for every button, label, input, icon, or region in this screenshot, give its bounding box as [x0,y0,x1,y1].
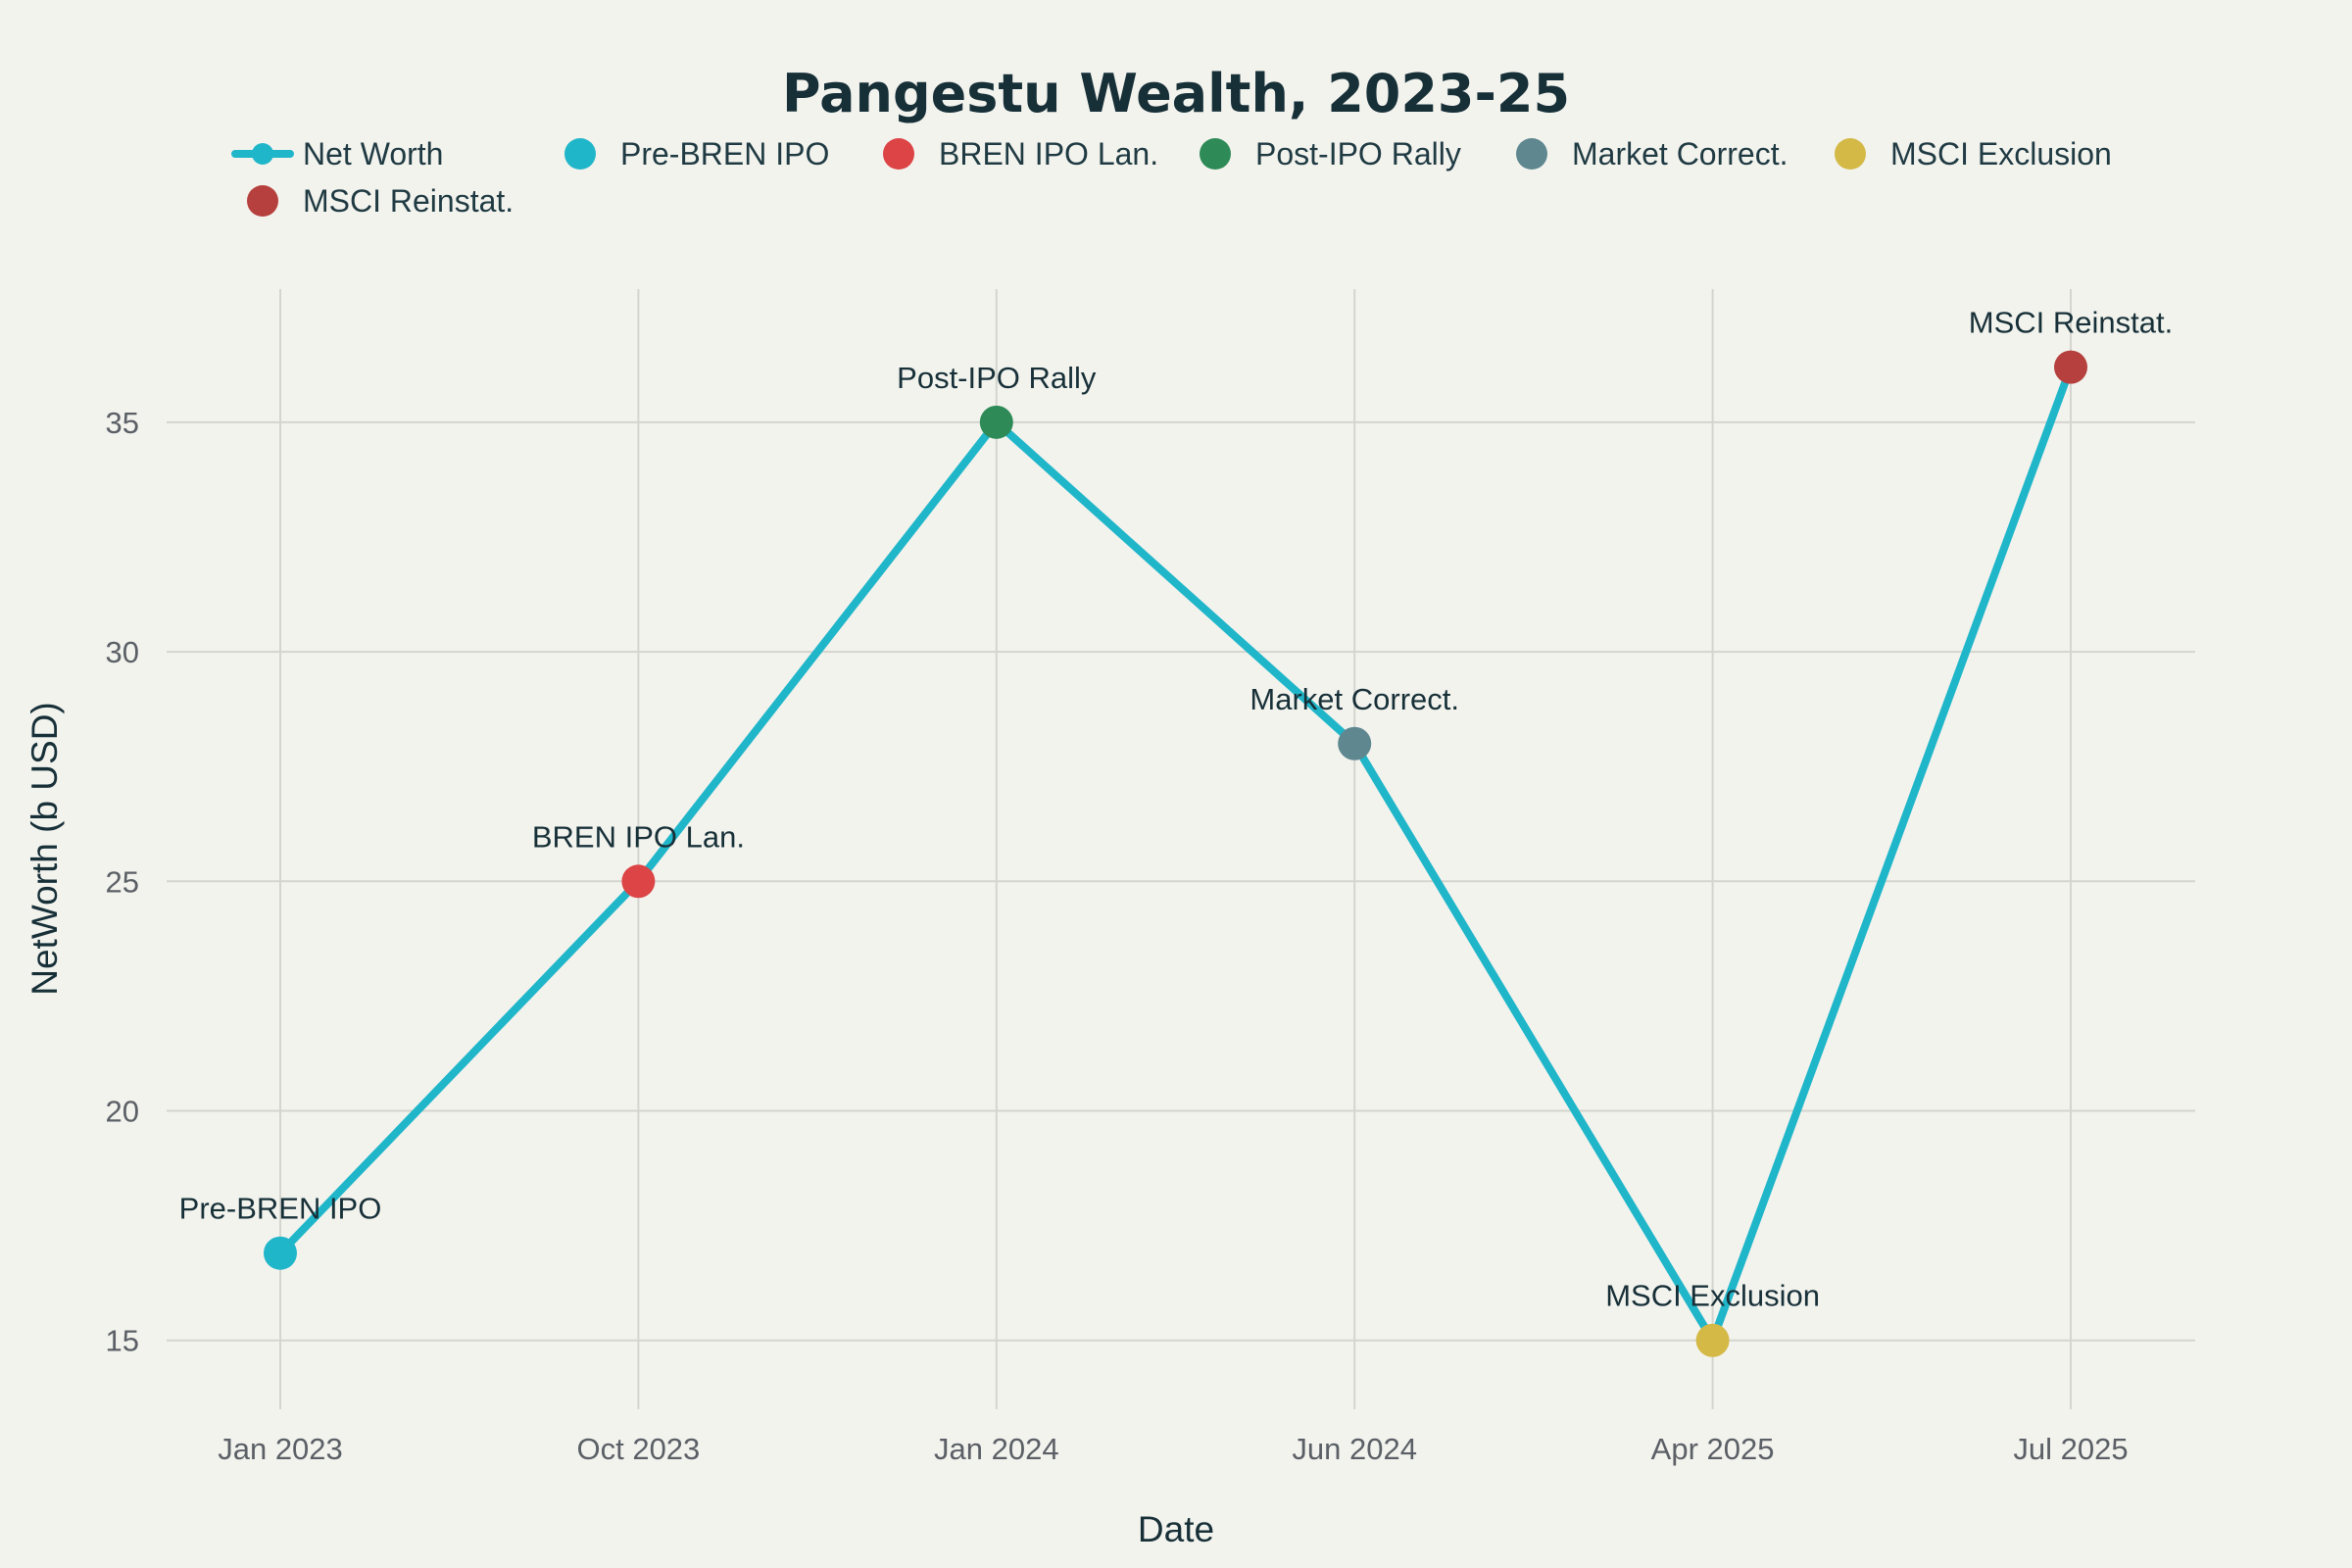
x-tick-label: Jan 2024 [934,1432,1059,1466]
legend-label: Net Worth [303,136,443,172]
x-tick-label: Jul 2025 [2013,1432,2128,1466]
legend-item: MSCI Reinstat. [247,183,514,219]
event-marker [264,1236,297,1270]
point-label: Pre-BREN IPO [179,1192,382,1226]
y-axis-title: NetWorth (b USD) [24,702,65,996]
legend-item: Post-IPO Rally [1200,136,1461,172]
point-label: Post-IPO Rally [897,361,1097,395]
y-tick-label: 15 [106,1324,139,1358]
legend-label: Post-IPO Rally [1255,136,1461,172]
event-marker [1695,1323,1730,1357]
y-tick-label: 25 [106,864,139,899]
legend-item: Pre-BREN IPO [564,136,829,172]
series-line-group [276,363,2075,1349]
point-labels: Pre-BREN IPO BREN IPO Lan. Post-IPO Rally M… [179,306,2174,1313]
legend-item: Market Correct. [1516,136,1788,172]
legend-dot-marker [1200,138,1231,170]
x-tick-label: Jun 2024 [1292,1432,1417,1466]
legend-item: MSCI Exclusion [1835,136,2112,172]
legend: Net Worth Pre-BREN IPO BREN IPO Lan. Post-I… [231,136,2112,219]
event-marker [979,405,1013,439]
legend-dot-marker [1835,138,1866,170]
event-marker [1338,726,1372,760]
legend-dot-marker [564,138,596,170]
x-tick-label: Apr 2025 [1651,1432,1775,1466]
y-tick-label: 30 [106,635,139,669]
point-label: MSCI Reinstat. [1969,306,2173,340]
x-axis-title: Date [1138,1509,1214,1549]
legend-label: MSCI Reinstat. [303,183,514,219]
point-label: BREN IPO Lan. [532,819,745,854]
x-tick-label: Oct 2023 [576,1432,700,1466]
legend-label: Market Correct. [1572,136,1788,172]
axes: 15 20 25 30 35 Jan 2023 Oct 2023 Jan 2024 Jun 20… [106,406,2129,1466]
legend-label: MSCI Exclusion [1890,136,2112,172]
legend-dot-marker [883,138,914,170]
y-tick-label: 35 [106,406,139,440]
event-markers [264,350,2087,1357]
legend-item: BREN IPO Lan. [883,136,1158,172]
legend-label: Pre-BREN IPO [620,136,829,172]
y-tick-label: 20 [106,1095,139,1129]
point-label: Market Correct. [1250,682,1459,716]
legend-dot-marker [247,185,278,217]
event-marker [621,864,656,899]
event-marker [2054,350,2087,384]
legend-dot-marker [1516,138,1547,170]
grid-lines [167,289,2195,1409]
legend-dot-marker [252,143,273,165]
legend-label: BREN IPO Lan. [939,136,1158,172]
x-tick-label: Jan 2023 [218,1432,343,1466]
point-label: MSCI Exclusion [1605,1279,1820,1313]
net-worth-line [276,363,2075,1349]
chart-title: Pangestu Wealth, 2023-25 [782,63,1570,124]
legend-item: Net Worth [231,136,443,172]
